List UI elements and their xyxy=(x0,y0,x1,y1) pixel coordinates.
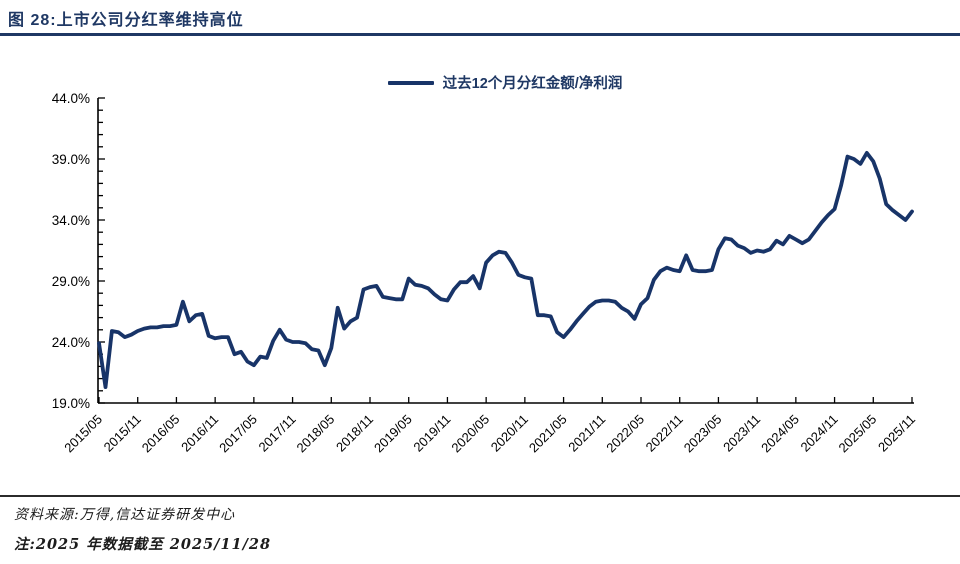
x-tick-label: 2016/11 xyxy=(178,412,221,455)
x-tick-label: 2022/11 xyxy=(643,412,686,455)
footer-divider xyxy=(0,495,960,497)
legend: 过去12个月分红金额/净利润 xyxy=(98,72,912,93)
y-tick-label: 24.0% xyxy=(52,335,90,350)
x-tick-label: 2025/11 xyxy=(875,412,918,455)
x-tick-label: 2016/05 xyxy=(139,412,183,456)
y-tick-label: 19.0% xyxy=(52,396,90,411)
x-tick-label: 2024/11 xyxy=(798,412,841,455)
y-tick-label: 29.0% xyxy=(52,274,90,289)
y-tick-label: 44.0% xyxy=(52,91,90,106)
x-tick-label: 2015/11 xyxy=(101,412,144,455)
x-tick-label: 2018/11 xyxy=(333,412,376,455)
x-tick-label: 2023/11 xyxy=(720,412,763,455)
figure-title: 图 28:上市公司分红率维持高位 xyxy=(8,12,244,29)
x-tick-label: 2021/05 xyxy=(526,412,570,456)
dividend-ratio-line xyxy=(97,150,914,390)
x-tick-label: 2019/11 xyxy=(410,412,453,455)
x-tick-label: 2017/11 xyxy=(256,412,299,455)
y-tick-label: 39.0% xyxy=(52,152,90,167)
dividend-ratio-chart: 44.0%39.0%34.0%29.0%24.0%19.0%2015/05201… xyxy=(52,91,918,456)
legend-line-swatch xyxy=(387,80,434,85)
x-tick-label: 2024/05 xyxy=(758,412,802,456)
title-underline xyxy=(0,33,960,36)
x-tick-label: 2021/11 xyxy=(565,412,608,455)
x-tick-label: 2015/05 xyxy=(61,412,105,456)
x-tick-label: 2025/05 xyxy=(836,412,880,456)
x-tick-label: 2019/05 xyxy=(371,412,415,456)
y-tick-label: 34.0% xyxy=(52,213,90,228)
x-tick-label: 2018/05 xyxy=(294,412,338,456)
x-tick-label: 2023/05 xyxy=(681,412,725,456)
x-tick-label: 2022/05 xyxy=(603,412,647,456)
x-tick-label: 2017/05 xyxy=(216,412,260,456)
x-tick-label: 2020/11 xyxy=(488,412,531,455)
legend-label: 过去12个月分红金额/净利润 xyxy=(442,76,623,92)
x-tick-label: 2020/05 xyxy=(448,412,492,456)
data-cutoff-note: 注:2025 年数据截至 2025/11/28 xyxy=(14,536,272,553)
source-note: 资料来源:万得,信达证券研发中心 xyxy=(14,507,236,523)
